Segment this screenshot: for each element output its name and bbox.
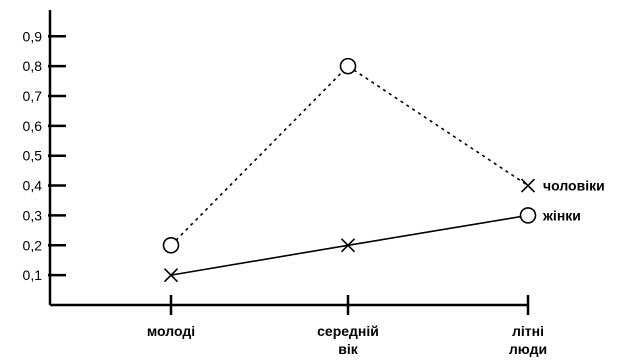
x-tick-label-line: вік	[338, 341, 358, 357]
x-axis-ticks: молоді середній вік літні люди	[147, 295, 547, 357]
series-markers	[162, 57, 537, 283]
x-tick-label-line: літні	[512, 323, 544, 339]
cross-stroke	[163, 268, 179, 283]
y-axis-ticks: 0,1 0,2 0,3 0,4 0,5 0,6 0,7 0,8 0,9	[23, 28, 66, 283]
y-tick-label: 0,9	[23, 28, 43, 44]
series-line-2	[170, 214, 529, 276]
cross-stroke	[520, 178, 536, 193]
y-tick-label: 0,4	[23, 178, 43, 194]
data-point-circle	[162, 236, 180, 254]
series-line-1	[170, 65, 529, 246]
y-tick-label: 0,6	[23, 118, 43, 134]
series-label-2: жінки	[542, 207, 581, 223]
y-tick-label: 0,8	[23, 58, 43, 74]
y-tick-label: 0,5	[23, 148, 43, 164]
data-point-circle	[339, 57, 357, 75]
x-tick-label: середній вік	[317, 323, 379, 357]
x-tick-label: молоді	[147, 323, 195, 339]
data-point-cross	[520, 178, 536, 193]
x-tick-label: літні люди	[509, 323, 547, 357]
y-tick-label: 0,7	[23, 88, 43, 104]
y-tick-label: 0,2	[23, 237, 43, 253]
axes	[48, 10, 528, 307]
data-point-cross	[163, 268, 179, 283]
cross-stroke	[340, 238, 356, 253]
series-labels: чоловіки жінки	[542, 178, 605, 224]
x-tick-label-line: молоді	[147, 323, 195, 339]
series-label-1: чоловіки	[543, 178, 605, 194]
y-tick-label: 0,3	[23, 207, 43, 223]
x-tick-label-line: середній	[317, 323, 379, 339]
data-point-cross	[340, 238, 356, 253]
data-point-circle	[519, 207, 537, 224]
y-tick-label: 0,1	[23, 267, 43, 283]
x-tick-label-line: люди	[509, 341, 547, 357]
